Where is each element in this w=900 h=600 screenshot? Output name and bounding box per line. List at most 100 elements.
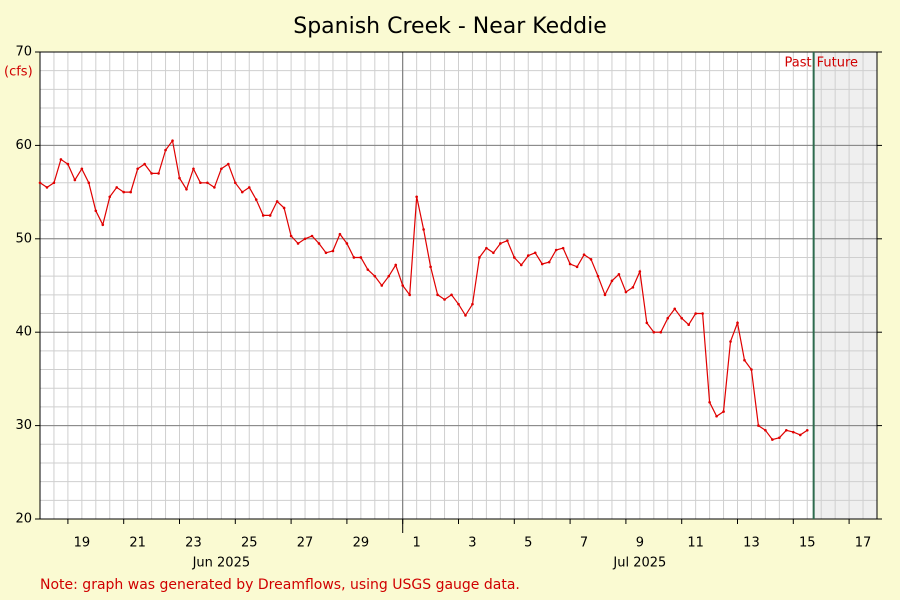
- flow-point: [596, 274, 600, 278]
- chart-title: Spanish Creek - Near Keddie: [293, 14, 606, 39]
- flow-point: [45, 186, 49, 189]
- month-label: Jun 2025: [192, 556, 251, 571]
- flow-point: [268, 214, 272, 217]
- flow-point: [136, 167, 139, 171]
- note: Note: graph was generated by Dreamflows,…: [40, 577, 520, 593]
- x-tick-label: 27: [297, 536, 314, 551]
- flow-point: [303, 237, 307, 241]
- x-tick-label: 25: [241, 536, 258, 551]
- y-tick-label: 40: [15, 325, 32, 340]
- flow-point: [687, 323, 690, 327]
- flow-point: [87, 181, 91, 185]
- flow-point: [338, 232, 342, 236]
- flow-point: [380, 284, 384, 287]
- flow-point: [575, 265, 579, 269]
- x-tick-label: 17: [855, 536, 872, 551]
- plot-border: [39, 51, 878, 520]
- flow-point: [220, 167, 223, 171]
- x-tick-label: 21: [129, 536, 146, 551]
- x-tick-label: 13: [743, 536, 760, 551]
- flow-point: [150, 172, 153, 175]
- flow-point: [743, 358, 746, 362]
- flow-point: [171, 139, 174, 143]
- flow-point: [645, 321, 649, 325]
- y-tick-label: 70: [15, 45, 32, 60]
- flow-point: [471, 302, 474, 306]
- flow-point: [108, 195, 112, 199]
- flow-point: [638, 270, 642, 273]
- flow-point: [324, 251, 328, 255]
- flow-point: [73, 178, 77, 182]
- flow-point: [317, 242, 321, 245]
- flow-point: [464, 314, 467, 317]
- flow-point: [143, 162, 146, 166]
- flow-point: [129, 190, 132, 194]
- flow-point: [122, 190, 125, 194]
- x-tick-label: 11: [687, 536, 704, 551]
- flow-point: [631, 286, 635, 289]
- flow-point: [673, 307, 677, 311]
- flow-point: [101, 223, 105, 227]
- flow-point: [296, 242, 300, 245]
- flow-point: [240, 190, 244, 194]
- x-tick-label: 29: [353, 536, 370, 551]
- flow-point: [540, 262, 544, 266]
- flow-point: [192, 167, 195, 171]
- y-tick-label: 50: [15, 231, 32, 246]
- flow-point: [582, 253, 586, 256]
- x-tick-label: 1: [413, 536, 421, 551]
- flow-point: [771, 438, 774, 441]
- flow-point: [750, 368, 753, 371]
- flow-point: [492, 251, 495, 255]
- flow-point: [715, 414, 718, 418]
- x-tick-label: 5: [524, 536, 532, 551]
- flow-point: [443, 298, 446, 301]
- flow-point: [450, 293, 453, 297]
- flow-point: [554, 248, 558, 252]
- flow-point: [513, 256, 516, 259]
- flow-point: [436, 293, 439, 297]
- y-tick-label: 20: [15, 512, 32, 527]
- flow-point: [261, 214, 265, 217]
- flow-point: [199, 181, 202, 185]
- flow-point: [568, 262, 572, 266]
- flow-point: [798, 433, 802, 437]
- flow-point: [206, 181, 209, 185]
- flow-point: [478, 256, 481, 259]
- flow-point: [805, 428, 809, 432]
- flow-point: [659, 330, 663, 334]
- x-tick-label: 3: [468, 536, 476, 551]
- flow-point: [282, 206, 286, 210]
- future-region: [813, 52, 877, 519]
- flow-point: [59, 158, 63, 161]
- month-label: Jul 2025: [612, 556, 666, 571]
- flow-point: [373, 274, 377, 278]
- x-tick-label: 19: [74, 536, 91, 551]
- y-tick-label: 60: [15, 138, 32, 153]
- flow-point: [94, 209, 98, 213]
- flow-point: [415, 195, 418, 199]
- flow-point: [757, 424, 760, 427]
- flow-point: [666, 316, 670, 320]
- flow-point: [778, 436, 781, 440]
- flow-point: [213, 186, 216, 189]
- flow-point: [289, 234, 293, 238]
- flow-point: [764, 428, 767, 432]
- flow-point: [164, 148, 167, 152]
- flow-point: [736, 321, 739, 325]
- flow-point: [694, 312, 697, 315]
- flow-point: [708, 400, 711, 404]
- flow-point: [66, 162, 70, 166]
- future-label: Future: [817, 56, 858, 71]
- flow-point: [506, 239, 509, 242]
- flow-point: [345, 242, 349, 245]
- flow-point: [519, 263, 523, 267]
- flow-point: [603, 293, 607, 297]
- flow-point: [624, 290, 628, 294]
- flow-point: [185, 187, 188, 191]
- past-label: Past: [785, 56, 812, 71]
- flow-point: [310, 234, 314, 238]
- flow-point: [331, 249, 335, 253]
- flow-point: [80, 167, 84, 171]
